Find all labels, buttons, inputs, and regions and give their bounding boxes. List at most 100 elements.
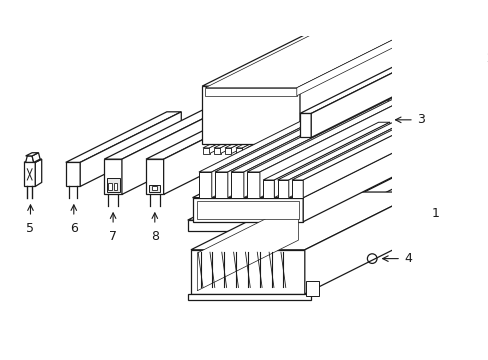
Polygon shape	[296, 30, 411, 96]
Polygon shape	[290, 148, 297, 153]
Polygon shape	[246, 148, 253, 153]
Polygon shape	[263, 180, 274, 198]
Polygon shape	[215, 172, 227, 198]
Polygon shape	[203, 105, 296, 148]
Polygon shape	[307, 155, 437, 231]
Polygon shape	[306, 281, 319, 296]
Polygon shape	[215, 100, 371, 172]
Polygon shape	[211, 100, 355, 198]
Polygon shape	[288, 122, 404, 198]
Text: 7: 7	[109, 230, 117, 243]
Polygon shape	[187, 220, 307, 231]
Polygon shape	[192, 147, 404, 198]
Polygon shape	[291, 122, 418, 180]
Text: 8: 8	[150, 230, 159, 243]
Polygon shape	[66, 162, 80, 186]
Polygon shape	[303, 110, 389, 168]
Polygon shape	[114, 183, 117, 190]
Polygon shape	[235, 105, 328, 148]
Polygon shape	[230, 172, 244, 198]
Polygon shape	[32, 153, 40, 162]
Polygon shape	[80, 112, 181, 186]
Polygon shape	[220, 105, 306, 153]
Polygon shape	[209, 105, 296, 153]
Polygon shape	[246, 100, 404, 172]
Polygon shape	[259, 100, 404, 198]
Polygon shape	[199, 153, 303, 168]
Polygon shape	[196, 201, 299, 219]
Polygon shape	[244, 100, 387, 198]
Polygon shape	[152, 186, 157, 190]
Polygon shape	[297, 105, 383, 153]
Polygon shape	[263, 122, 389, 180]
Polygon shape	[203, 148, 209, 153]
Polygon shape	[268, 148, 275, 153]
Polygon shape	[242, 105, 328, 153]
Polygon shape	[146, 159, 163, 194]
Polygon shape	[227, 100, 371, 198]
Polygon shape	[25, 156, 34, 162]
Polygon shape	[213, 148, 220, 153]
Polygon shape	[235, 148, 242, 153]
Polygon shape	[310, 41, 455, 138]
Polygon shape	[163, 87, 307, 194]
Polygon shape	[246, 172, 259, 198]
Polygon shape	[253, 105, 339, 153]
Polygon shape	[146, 87, 307, 159]
Polygon shape	[199, 100, 355, 172]
Polygon shape	[303, 147, 404, 222]
Polygon shape	[279, 148, 286, 153]
Polygon shape	[224, 105, 318, 148]
Text: 2: 2	[485, 52, 488, 66]
Polygon shape	[257, 148, 264, 153]
Polygon shape	[304, 192, 420, 294]
Text: 4: 4	[404, 252, 411, 265]
Polygon shape	[246, 105, 339, 148]
Text: 5: 5	[26, 222, 35, 235]
Polygon shape	[290, 105, 383, 148]
Polygon shape	[24, 159, 41, 162]
Polygon shape	[187, 294, 310, 300]
Polygon shape	[300, 113, 310, 138]
Text: 3: 3	[416, 113, 424, 126]
Polygon shape	[303, 122, 418, 198]
Polygon shape	[300, 28, 415, 144]
Polygon shape	[197, 202, 298, 291]
Text: 1: 1	[431, 207, 439, 220]
Polygon shape	[199, 110, 389, 153]
Polygon shape	[277, 180, 288, 198]
Polygon shape	[202, 28, 415, 86]
Polygon shape	[187, 155, 437, 220]
Polygon shape	[122, 87, 266, 194]
Polygon shape	[192, 198, 303, 222]
Polygon shape	[213, 105, 306, 148]
Polygon shape	[199, 172, 211, 198]
Text: 6: 6	[70, 222, 78, 235]
Polygon shape	[277, 122, 404, 180]
Polygon shape	[231, 105, 318, 153]
Polygon shape	[300, 41, 455, 113]
Polygon shape	[291, 180, 303, 198]
Polygon shape	[274, 122, 389, 198]
Polygon shape	[268, 105, 361, 148]
Polygon shape	[108, 183, 111, 190]
Polygon shape	[104, 87, 266, 159]
Polygon shape	[190, 192, 420, 250]
Polygon shape	[257, 105, 350, 148]
Polygon shape	[149, 185, 160, 192]
Polygon shape	[25, 153, 39, 156]
Polygon shape	[202, 86, 300, 144]
Polygon shape	[106, 179, 119, 192]
Polygon shape	[66, 112, 181, 162]
Polygon shape	[279, 105, 372, 148]
Polygon shape	[264, 105, 350, 153]
Polygon shape	[275, 105, 361, 153]
Polygon shape	[190, 250, 304, 294]
Polygon shape	[35, 159, 41, 186]
Polygon shape	[205, 88, 296, 96]
Polygon shape	[224, 148, 231, 153]
Polygon shape	[230, 100, 387, 172]
Polygon shape	[24, 162, 35, 186]
Polygon shape	[205, 30, 411, 88]
Polygon shape	[104, 159, 122, 194]
